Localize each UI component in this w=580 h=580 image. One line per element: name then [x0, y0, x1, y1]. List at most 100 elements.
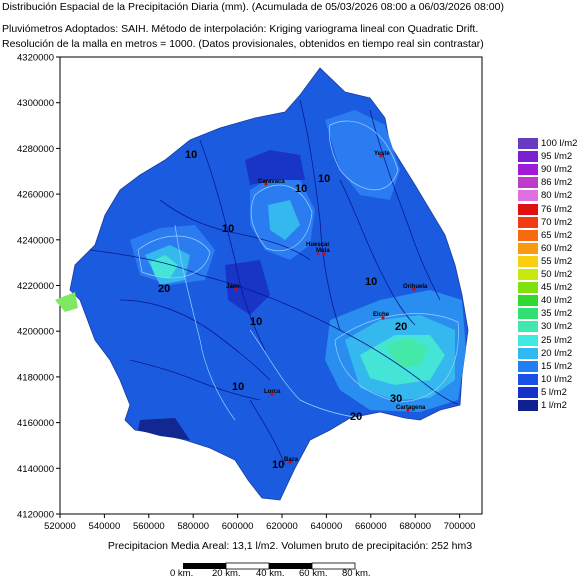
- contour-label: 10: [185, 149, 197, 161]
- town-marker: [379, 154, 383, 158]
- town-marker: [288, 460, 292, 464]
- contour-southeast: [334, 313, 459, 403]
- legend-swatch: [518, 138, 538, 149]
- river-tributary-1: [119, 299, 271, 381]
- legend-label: 5 l/m2: [541, 386, 567, 398]
- town-marker: [406, 408, 410, 412]
- contour-label-group: 10 10 10 10 10 10 10 10 20 20 20 30: [158, 149, 407, 471]
- town-marker: [322, 252, 326, 256]
- legend-label: 95 l/m2: [541, 151, 573, 163]
- legend-label: 35 l/m2: [541, 308, 573, 320]
- contour-center: [250, 184, 313, 252]
- y-tick-label: 4160000: [17, 418, 54, 429]
- y-tick-label: 4120000: [17, 510, 54, 521]
- legend-swatch: [518, 282, 538, 294]
- town-label: Cartagena: [396, 405, 426, 411]
- town-marker: [264, 182, 268, 186]
- contour-label: 10: [232, 381, 244, 393]
- legend-label: 45 l/m2: [541, 282, 573, 294]
- legend-swatch: [518, 308, 538, 320]
- legend-label: 100 l/m2: [541, 138, 578, 149]
- y-tick-label: 4300000: [17, 98, 54, 109]
- areal-precipitation-summary: Precipitacion Media Areal: 13,1 l/m2. Vo…: [107, 540, 473, 552]
- legend-swatch: [518, 321, 538, 333]
- zone-5mm-north: [245, 150, 305, 185]
- town-label: Jaen: [226, 284, 240, 290]
- town-label: Lorca: [264, 389, 281, 395]
- zone-west-edge: [55, 292, 78, 312]
- legend-label: 80 l/m2: [541, 190, 573, 202]
- x-tick-label: 700000: [444, 521, 476, 532]
- river-tributary-6: [249, 399, 286, 466]
- town-label: Orihuela: [403, 284, 428, 290]
- y-tick-label: 4140000: [17, 464, 54, 475]
- y-tick-label: 4180000: [17, 372, 54, 383]
- x-tick-label: 620000: [266, 521, 298, 532]
- contour-label: 20: [158, 283, 170, 295]
- x-tick-label: 560000: [133, 521, 165, 532]
- zone-30mm-southeast: [385, 338, 428, 368]
- y-tick-label: 4240000: [17, 235, 54, 246]
- legend-label: 55 l/m2: [541, 255, 573, 267]
- contour-label: 10: [318, 173, 330, 185]
- contour-label: 10: [295, 183, 307, 195]
- scale-seg: [311, 562, 356, 570]
- legend-label: 60 l/m2: [541, 242, 573, 254]
- legend-label: 65 l/m2: [541, 229, 573, 241]
- legend-label: 86 l/m2: [541, 177, 573, 189]
- contour-label: 30: [390, 393, 402, 405]
- contour-lines: [137, 120, 459, 421]
- town-marker: [316, 252, 320, 256]
- town-label: Elche: [373, 312, 390, 318]
- town-label: Mula: [316, 248, 330, 254]
- zone-25mm-west: [150, 255, 178, 278]
- contour-label: 10: [250, 316, 262, 328]
- legend-swatch: [518, 295, 538, 307]
- town-label: Yeste: [374, 151, 390, 157]
- legend-label: 25 l/m2: [541, 334, 573, 346]
- zone-20mm-center: [268, 200, 300, 240]
- scale-label: 40 km.: [256, 568, 285, 579]
- contour-line-b: [249, 329, 361, 419]
- scale-seg: [183, 563, 226, 569]
- legend-swatch: [518, 269, 538, 280]
- legend-swatch: [518, 400, 538, 411]
- x-tick-label: 540000: [89, 521, 121, 532]
- legend-swatch: [518, 386, 538, 398]
- legend-swatch: [518, 151, 538, 163]
- legend-swatch: [518, 164, 538, 176]
- town-markers: Yeste Mula Caravaca Elche Orihuela Lorca…: [226, 151, 428, 464]
- contour-label: 10: [222, 223, 234, 235]
- axis-ticks: 520000 540000 560000 580000 600000 620000 6400…: [17, 53, 475, 533]
- x-tick-label: 680000: [399, 521, 431, 532]
- contour-north: [328, 120, 399, 191]
- legend-swatch: [518, 177, 538, 189]
- town-label: Huescar: [306, 242, 330, 248]
- method-description: Pluviómetros Adoptados: SAIH. Método de …: [2, 23, 479, 35]
- zone-15mm-north: [325, 110, 400, 200]
- river-network: [89, 99, 459, 466]
- scale-label: 20 km.: [212, 568, 241, 579]
- river-main: [89, 249, 459, 405]
- x-tick-label: 600000: [222, 521, 254, 532]
- legend-label: 10 l/m2: [541, 373, 573, 385]
- town-marker: [412, 287, 416, 291]
- legend-swatch: [518, 373, 538, 385]
- river-tributary-2: [199, 139, 266, 351]
- y-tick-label: 4220000: [17, 281, 54, 292]
- legend-swatch: [518, 242, 538, 254]
- town-marker: [234, 287, 238, 291]
- x-tick-label: 640000: [311, 521, 343, 532]
- map-title: Distribución Espacial de la Precipitació…: [2, 1, 504, 13]
- town-marker: [381, 316, 385, 320]
- contour-label: 20: [350, 411, 362, 423]
- grid-resolution-note: Resolución de la malla en metros = 1000.…: [2, 38, 484, 50]
- river-tributary-5: [159, 199, 311, 261]
- river-tributary-4: [369, 109, 441, 301]
- legend-label: 40 l/m2: [541, 295, 573, 307]
- legend-swatch: [518, 216, 538, 228]
- y-tick-label: 4280000: [17, 144, 54, 155]
- legend-swatch: [518, 190, 538, 202]
